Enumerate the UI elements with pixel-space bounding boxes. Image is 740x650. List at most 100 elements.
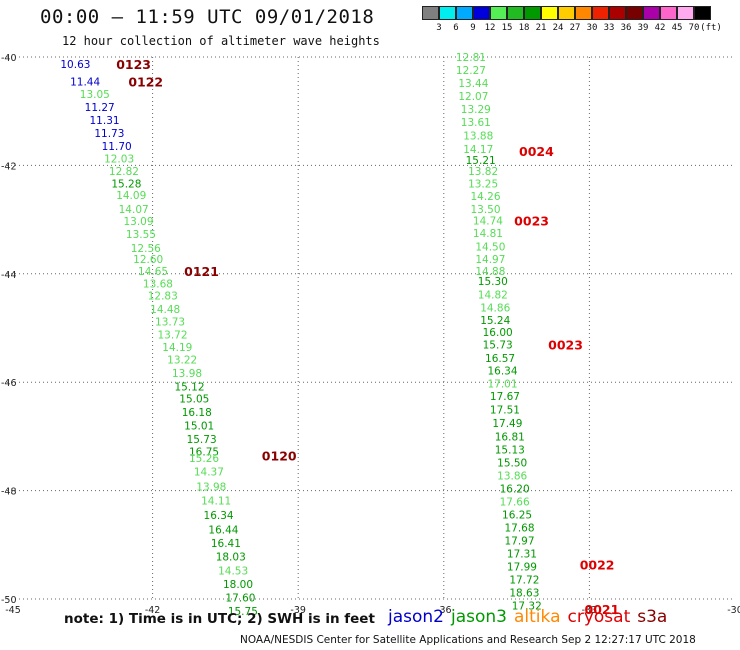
wave-height-label: 11.31 (90, 115, 120, 127)
wave-height-label: 15.28 (111, 178, 141, 190)
x-tick-label: -30 (727, 605, 740, 616)
wave-height-label: 13.98 (196, 481, 226, 493)
legend-swatch (694, 6, 711, 20)
pass-time-label: 0021 (585, 602, 620, 617)
legend-label: 15 (501, 23, 513, 33)
wave-height-label: 15.73 (483, 339, 513, 351)
legend-label: 30 (586, 23, 598, 33)
wave-height-label: 15.26 (189, 453, 219, 465)
legend-label: 27 (569, 23, 581, 33)
legend-label: 18 (518, 23, 530, 33)
y-tick-label: -48 (1, 487, 17, 498)
wave-height-label: 17.51 (490, 404, 520, 416)
wave-height-label: 14.74 (473, 216, 503, 228)
wave-height-label: 12.56 (131, 243, 161, 255)
legend-swatch (473, 6, 490, 20)
wave-height-label: 12.03 (104, 153, 134, 165)
y-tick-label: -44 (1, 270, 17, 281)
wave-height-label: 12.83 (148, 290, 178, 302)
wave-height-label: 12.07 (458, 91, 488, 103)
y-tick-label: -46 (1, 378, 17, 389)
wave-height-label: 13.09 (123, 216, 153, 228)
wave-height-label: 14.09 (116, 190, 146, 202)
legend-label: 42 (654, 23, 666, 33)
legend-swatch (626, 6, 643, 20)
y-tick-label: -40 (1, 53, 17, 64)
legend-label: 12 (484, 23, 496, 33)
satellite-s3a-label: s3a (637, 607, 668, 627)
legend-label: 6 (453, 23, 459, 33)
legend-swatch (643, 6, 660, 20)
legend-label: 39 (637, 23, 649, 33)
wave-height-label: 14.88 (475, 266, 505, 278)
page-subtitle: 12 hour collection of altimeter wave hei… (62, 34, 380, 48)
legend-swatch (660, 6, 677, 20)
wave-height-label: 16.34 (204, 510, 234, 522)
wave-height-label: 16.18 (182, 407, 212, 419)
wave-height-label: 13.73 (155, 316, 185, 328)
wave-height-label: 13.29 (461, 104, 491, 116)
legend-swatch (490, 6, 507, 20)
legend-label: (ft) (700, 23, 722, 33)
legend-swatch (507, 6, 524, 20)
legend-swatch (558, 6, 575, 20)
wave-height-label: 16.44 (208, 525, 238, 537)
wave-height-label: 15.01 (184, 421, 214, 433)
legend-label: 9 (470, 23, 476, 33)
satellite-altika-label: altika (514, 607, 561, 627)
wave-height-label: 14.19 (162, 342, 192, 354)
wave-height-label: 16.34 (487, 365, 517, 377)
wave-height-label: 15.50 (497, 457, 527, 469)
legend-label: 45 (671, 23, 683, 33)
wave-height-label: 13.68 (143, 279, 173, 291)
satellite-jason2-label: jason2 (388, 607, 444, 627)
wave-height-label: 15.13 (495, 444, 525, 456)
legend-swatch (422, 6, 439, 20)
pass-time-label: 0022 (580, 557, 615, 572)
wave-height-label: 14.81 (473, 228, 503, 240)
wave-height-label: 17.31 (507, 548, 537, 560)
wave-height-label: 11.70 (102, 141, 132, 153)
wave-height-label: 13.86 (497, 470, 527, 482)
pass-time-label: 0122 (128, 74, 163, 89)
legend-swatch (677, 6, 694, 20)
x-tick-label: -33 (582, 605, 598, 616)
wave-height-label: 14.50 (475, 242, 505, 254)
wave-height-label: 17.99 (507, 561, 537, 573)
wave-height-label: 17.32 (512, 601, 542, 613)
wave-height-label: 15.24 (480, 315, 510, 327)
page-title: 00:00 — 11:59 UTC 09/01/2018 (40, 6, 375, 28)
wave-height-label: 13.72 (157, 330, 187, 342)
wave-height-label: 16.41 (211, 538, 241, 550)
wave-height-label: 17.68 (504, 522, 534, 534)
pass-time-label: 0023 (514, 214, 549, 229)
wave-height-label: 15.73 (187, 434, 217, 446)
legend-swatch (439, 6, 456, 20)
wave-height-label: 12.81 (456, 52, 486, 64)
pass-time-label: 0023 (548, 337, 583, 352)
wave-height-label: 14.82 (478, 289, 508, 301)
wave-height-label: 13.88 (463, 131, 493, 143)
legend-label: 70 (688, 23, 700, 33)
legend-swatch (524, 6, 541, 20)
wave-height-label: 17.66 (500, 496, 530, 508)
wave-height-label: 13.82 (468, 166, 498, 178)
footer-note: note: 1) Time is in UTC; 2) SWH is in fe… (64, 611, 375, 627)
wave-height-label: 16.20 (500, 483, 530, 495)
wave-height-label: 14.86 (480, 302, 510, 314)
legend-swatch (575, 6, 592, 20)
pass-time-label: 0123 (116, 57, 151, 72)
wave-height-label: 14.65 (138, 266, 168, 278)
satellite-cryosat-label: cryosat (567, 607, 631, 627)
wave-height-label: 16.25 (502, 509, 532, 521)
satellite-key: jason2 jason3 altika cryosat s3a (388, 607, 674, 627)
satellite-jason3-label: jason3 (451, 607, 507, 627)
wave-height-label: 11.27 (85, 102, 115, 114)
wave-height-label: 16.00 (483, 327, 513, 339)
wave-height-label: 13.44 (458, 78, 488, 90)
wave-height-label: 13.50 (470, 204, 500, 216)
wave-height-label: 13.98 (172, 368, 202, 380)
wave-height-label: 17.97 (504, 535, 534, 547)
x-tick-label: -42 (145, 605, 161, 616)
x-tick-label: -45 (5, 605, 21, 616)
